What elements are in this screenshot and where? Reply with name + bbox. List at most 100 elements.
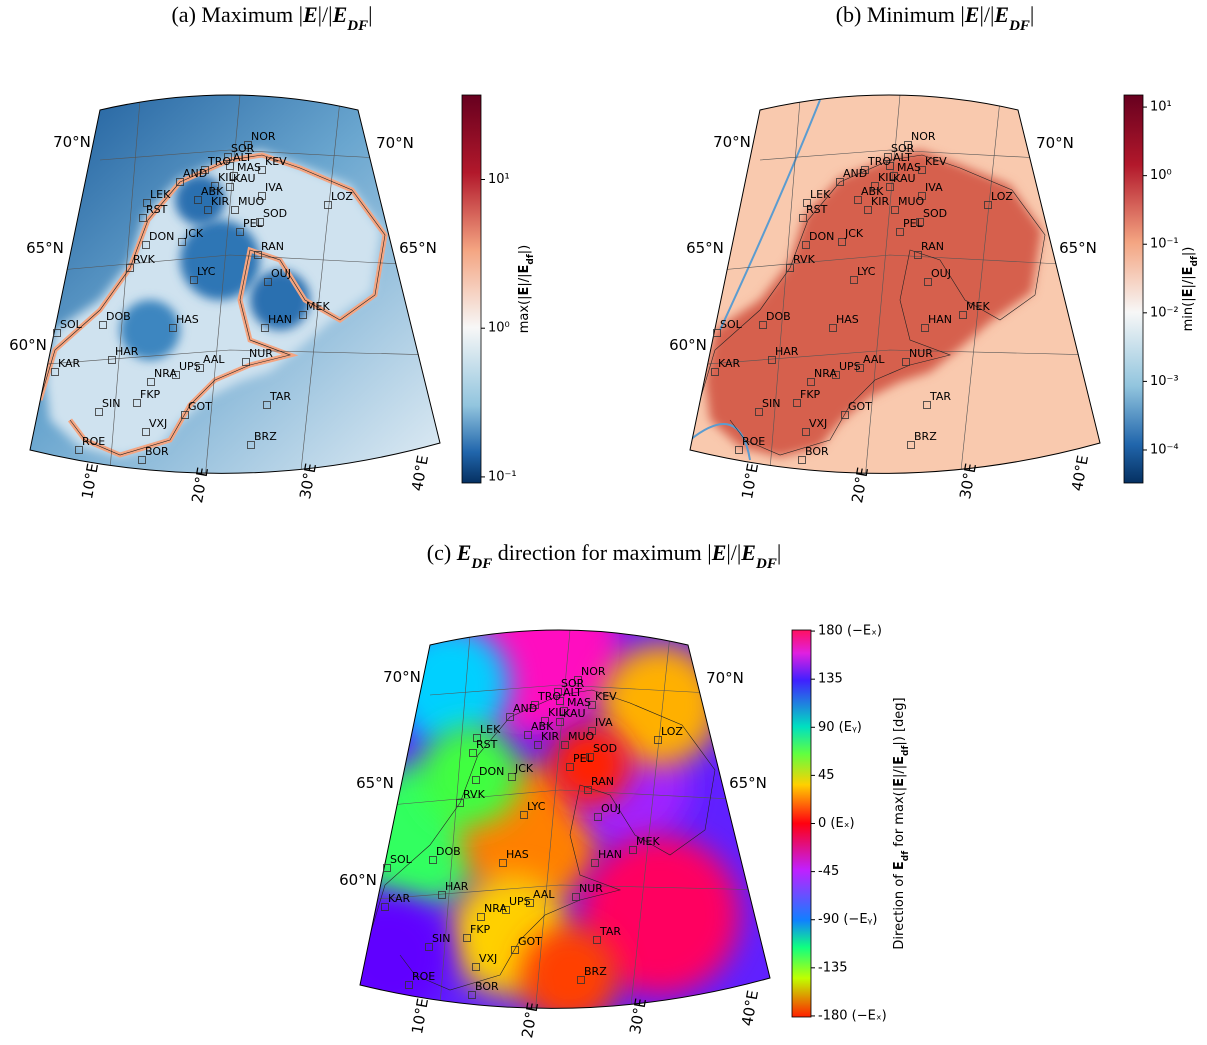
colorbar-tick-label: 0 (Eₓ) xyxy=(818,816,855,831)
colorbar-label: max(|E|/|Edf|) xyxy=(517,245,536,334)
title-part: E xyxy=(302,2,318,27)
title-part: E xyxy=(332,2,348,27)
lon-label: 10°E xyxy=(738,462,762,501)
station-label: TAR xyxy=(929,390,951,403)
map xyxy=(330,555,770,1025)
station-label: LYC xyxy=(197,265,216,278)
station-label: VXJ xyxy=(149,417,167,430)
station-label: NOR xyxy=(581,665,606,678)
colorbar-tick-label: 90 (Eᵧ) xyxy=(818,720,862,735)
station-label: BRZ xyxy=(254,430,277,443)
colorbar xyxy=(462,95,481,483)
station-label: SOL xyxy=(720,318,743,331)
station-label: DON xyxy=(479,765,504,778)
label-part: E xyxy=(892,756,907,765)
station-label: HAR xyxy=(775,345,799,358)
station-label: SIN xyxy=(762,397,780,410)
station-label: BOR xyxy=(475,980,499,993)
station-label: MEK xyxy=(636,835,660,848)
lat-label: 70°N xyxy=(376,134,414,152)
station-label: RAN xyxy=(921,240,944,253)
station-label: UPS xyxy=(509,895,531,908)
lon-label: 40°E xyxy=(408,454,432,493)
station-label: RVK xyxy=(133,253,156,266)
title-part: |/| xyxy=(979,2,994,27)
label-part: max(| xyxy=(517,295,532,333)
station-label: MUO xyxy=(568,730,595,743)
colorbar-tick-label: -90 (−Eᵧ) xyxy=(818,912,877,927)
station-label: AND xyxy=(843,167,867,180)
lat-label: 60°N xyxy=(339,871,377,889)
station-label: HAS xyxy=(836,313,859,326)
station-label: KEV xyxy=(265,155,287,168)
title-part: E xyxy=(456,540,472,565)
label-part: |) xyxy=(517,245,532,254)
colorbar-tick-label: 180 (−Eₓ) xyxy=(818,624,882,639)
label-part: Direction of xyxy=(892,870,907,950)
colorbar-tick-label: 10¹ xyxy=(1150,100,1172,115)
title-part: |/| xyxy=(726,540,741,565)
station-label: LOZ xyxy=(991,190,1013,203)
station-label: NOR xyxy=(911,130,936,143)
station-label: UPS xyxy=(179,360,201,373)
station-label: MUO xyxy=(238,195,265,208)
station-label: SOD xyxy=(593,742,617,755)
label-part: |/| xyxy=(1181,275,1196,288)
label-part: E xyxy=(1181,266,1196,275)
panel-title: (b) Minimum |E|/|EDF| xyxy=(836,2,1035,34)
label-part: df xyxy=(901,851,911,861)
lon-label: 40°E xyxy=(1068,454,1092,493)
title-part: (b) Minimum | xyxy=(836,2,965,27)
station-label: ROE xyxy=(742,435,765,448)
label-part: E xyxy=(892,861,907,870)
colorbar-tick-label: -135 xyxy=(818,960,848,975)
station-label: AAL xyxy=(203,353,225,366)
station-label: FKP xyxy=(140,388,161,401)
station-label: IVA xyxy=(925,181,943,194)
station-label: DON xyxy=(149,230,174,243)
lon-label: 10°E xyxy=(408,997,432,1036)
station-label: MEK xyxy=(966,300,990,313)
colorbar-tick-label: 10⁰ xyxy=(1150,168,1172,183)
station-label: FKP xyxy=(800,388,821,401)
label-part: |/| xyxy=(892,765,907,778)
title-part: | xyxy=(368,2,372,27)
title-part: E xyxy=(740,540,756,565)
station-label: HAR xyxy=(115,345,139,358)
map-shade xyxy=(420,725,520,825)
station-label: LYC xyxy=(527,800,546,813)
station-label: AAL xyxy=(863,353,885,366)
lat-label: 70°N xyxy=(1036,134,1074,152)
station-label: ROE xyxy=(82,435,105,448)
station-label: KAR xyxy=(58,357,81,370)
station-label: BOR xyxy=(145,445,169,458)
title-part: | xyxy=(777,540,781,565)
station-label: AND xyxy=(513,702,537,715)
station-label: PEL xyxy=(903,217,924,230)
colorbar-tick-label: 10⁻² xyxy=(1150,305,1179,320)
station-label: KIR xyxy=(211,195,229,208)
lat-label: 65°N xyxy=(686,239,724,257)
station-label: HAR xyxy=(445,880,469,893)
label-part: E xyxy=(892,778,907,787)
station-label: OUJ xyxy=(271,267,291,280)
label-part: df xyxy=(1190,256,1200,266)
colorbar-tick-label: -45 xyxy=(818,864,839,879)
station-label: KAU xyxy=(233,172,256,185)
panel-title: (c) EDF direction for maximum |E|/|EDF| xyxy=(427,540,781,572)
station-label: LYC xyxy=(857,265,876,278)
station-label: LEK xyxy=(810,188,831,201)
station-label: KEV xyxy=(925,155,947,168)
station-label: SOL xyxy=(60,318,83,331)
colorbar-label: min(|E|/|Edf|) xyxy=(1181,247,1200,332)
title-part: (a) Maximum | xyxy=(171,2,302,27)
station-label: RST xyxy=(476,738,498,751)
lat-label: 70°N xyxy=(713,133,751,151)
station-label: LOZ xyxy=(661,725,683,738)
label-part: df xyxy=(901,746,911,756)
station-label: TAR xyxy=(269,390,291,403)
station-label: IVA xyxy=(265,181,283,194)
station-label: DOB xyxy=(436,845,461,858)
station-label: SIN xyxy=(432,932,450,945)
station-label: PEL xyxy=(243,217,264,230)
